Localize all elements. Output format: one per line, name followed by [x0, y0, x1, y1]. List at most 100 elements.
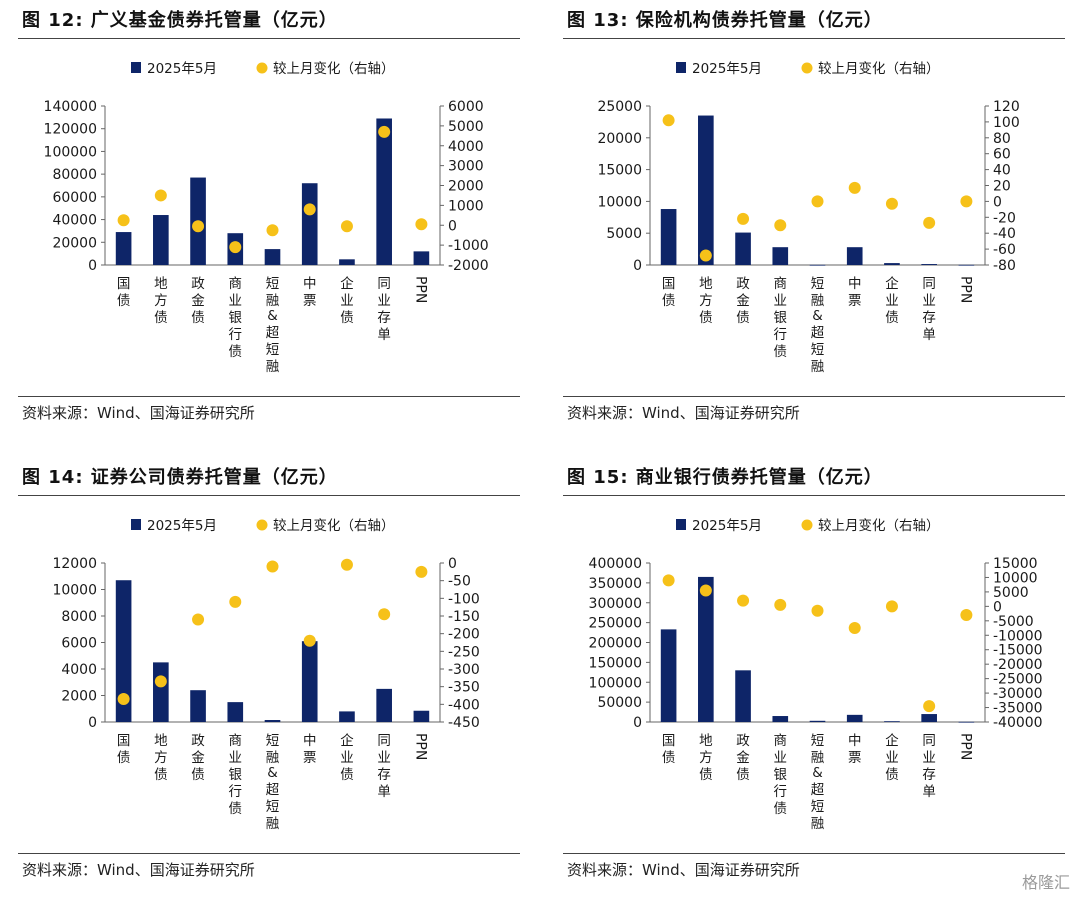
bar	[698, 576, 714, 722]
y-tick-label-right: -40	[993, 226, 1016, 242]
y-tick-label-left: 0	[88, 715, 97, 731]
y-tick-label-right: -80	[993, 258, 1016, 274]
y-tick-label-right: 4000	[448, 139, 484, 155]
category-label: 中票	[848, 276, 862, 309]
change-dot	[154, 675, 167, 688]
y-tick-label-left: 6000	[61, 636, 97, 652]
bar	[846, 247, 863, 265]
bar	[660, 209, 677, 265]
y-tick-label-right: 1000	[448, 198, 484, 214]
change-dot	[378, 125, 391, 138]
legend-label-bars: 2025年5月	[147, 518, 217, 534]
chart-svg: 2025年5月 较上月变化（右轴） 0 5000 10000 15000 20000 2500…	[597, 61, 1020, 375]
bar	[190, 690, 206, 722]
y-tick-label-left: 15000	[597, 163, 642, 179]
category-label: 商业银行债	[229, 733, 243, 817]
change-dot	[340, 220, 353, 233]
y-tick-label-left: 0	[633, 715, 642, 731]
category-label: 同业存单	[922, 733, 936, 800]
y-tick-label-right: 10000	[993, 570, 1038, 586]
chart-panel-13: 图 13: 保险机构债券托管量（亿元） 2025年5月 较上月变化（右轴） 0 500…	[545, 0, 1065, 430]
chart-title: 图 12: 广义基金债券托管量（亿元）	[22, 10, 338, 31]
y-tick-label-left: 20000	[52, 235, 97, 251]
category-label: PPN	[412, 276, 428, 303]
y-tick-label-left: 40000	[52, 213, 97, 229]
bar	[115, 232, 132, 265]
y-tick-label-left: 0	[633, 258, 642, 274]
bar	[227, 702, 244, 722]
source-note: 资料来源：Wind、国海证券研究所	[567, 861, 800, 879]
bar	[846, 714, 863, 722]
category-label: 同业存单	[377, 733, 391, 800]
y-tick-label-right: 40	[993, 163, 1011, 179]
legend-label-dots: 较上月变化（右轴）	[818, 61, 940, 77]
category-label: 政金债	[736, 276, 750, 326]
category-label: PPN	[412, 733, 428, 760]
y-tick-label-right: -250	[448, 644, 480, 660]
y-tick-label-right: 0	[993, 194, 1002, 210]
chart-svg: 2025年5月 较上月变化（右轴）020000400006000080000100…	[44, 61, 489, 375]
y-tick-label-right: 0	[448, 218, 457, 234]
change-dot	[662, 114, 675, 127]
bar	[413, 251, 430, 265]
source-divider	[563, 853, 1065, 854]
y-tick-label-right: -2000	[448, 258, 489, 274]
y-tick-label-right: -15000	[993, 643, 1043, 659]
y-tick-label-right: -50	[448, 574, 471, 590]
bar	[958, 721, 975, 723]
change-dot	[699, 584, 712, 597]
change-dot	[303, 634, 316, 647]
change-dot	[229, 241, 242, 254]
y-tick-label-right: 3000	[448, 159, 484, 175]
y-tick-label-left: 60000	[52, 190, 97, 206]
category-label: 国债	[117, 276, 131, 309]
category-label: 政金债	[191, 733, 205, 783]
change-dot	[378, 608, 391, 621]
legend-label-bars: 2025年5月	[147, 61, 217, 77]
y-tick-label-left: 10000	[52, 583, 97, 599]
change-dot	[960, 195, 973, 208]
legend-dot-swatch	[256, 519, 268, 531]
y-tick-label-right: 100	[993, 115, 1020, 131]
y-tick-label-right: -30000	[993, 686, 1043, 702]
chart-panel-14: 图 14: 证券公司债券托管量（亿元） 2025年5月 较上月变化（右轴） 0 200…	[0, 457, 520, 887]
y-tick-label-right: -40000	[993, 715, 1043, 731]
category-label: 企业债	[340, 275, 354, 326]
source-note: 资料来源：Wind、国海证券研究所	[567, 404, 800, 422]
change-dot	[266, 560, 279, 573]
category-label: 商业银行债	[229, 276, 243, 360]
y-tick-label-left: 8000	[61, 609, 97, 625]
source-note: 资料来源：Wind、国海证券研究所	[22, 404, 255, 422]
y-tick-label-right: -5000	[993, 614, 1034, 630]
bar	[301, 641, 318, 722]
legend-dot-swatch	[801, 519, 813, 531]
y-tick-label-right: -60	[993, 242, 1016, 258]
change-dot	[415, 218, 428, 231]
y-tick-label-right: -1000	[448, 238, 489, 254]
y-tick-label-left: 100000	[589, 675, 642, 691]
bar	[735, 232, 751, 265]
change-dot	[923, 216, 936, 229]
y-tick-label-left: 5000	[606, 226, 642, 242]
category-label: 短融&超短融	[266, 276, 280, 375]
y-tick-label-right: 15000	[993, 556, 1038, 572]
y-tick-label-right: -300	[448, 662, 480, 678]
bar	[153, 662, 169, 722]
y-tick-label-right: 5000	[993, 585, 1029, 601]
change-dot	[811, 195, 824, 208]
bar	[809, 720, 826, 722]
category-label: 短融&超短融	[266, 733, 280, 832]
legend-bar-swatch	[676, 519, 686, 530]
y-tick-label-right: -20	[993, 210, 1016, 226]
category-label: 同业存单	[922, 276, 936, 343]
bar	[772, 247, 789, 265]
y-tick-label-left: 250000	[589, 616, 642, 632]
bar	[115, 580, 132, 722]
change-dot	[117, 214, 130, 227]
change-dot	[229, 595, 242, 608]
category-label: 地方债	[699, 276, 713, 326]
y-tick-label-right: -150	[448, 609, 480, 625]
change-dot	[737, 212, 750, 225]
category-label: PPN	[957, 276, 973, 303]
category-label: 国债	[662, 733, 676, 766]
